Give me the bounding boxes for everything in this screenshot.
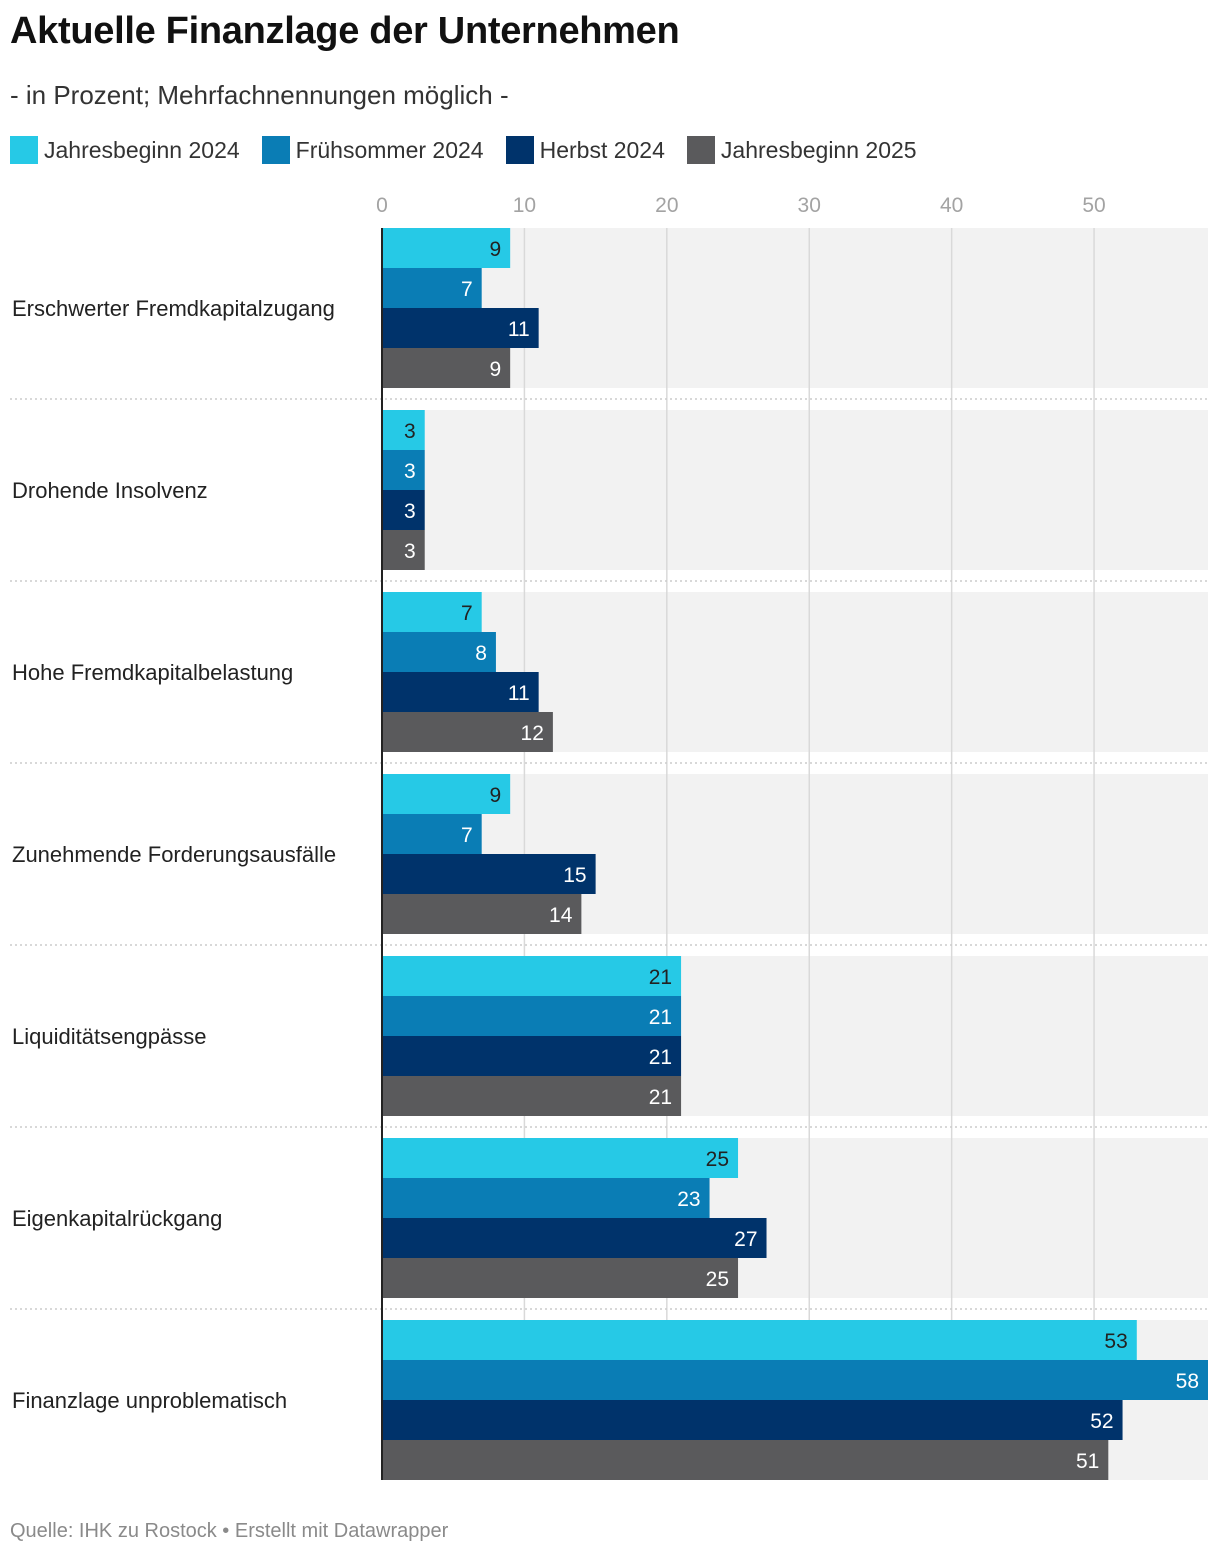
x-tick-label: 50 <box>1082 194 1105 217</box>
bar <box>382 854 596 894</box>
bar <box>382 814 482 854</box>
bar <box>382 1218 767 1258</box>
legend-label: Jahresbeginn 2024 <box>44 136 240 163</box>
legend-item: Jahresbeginn 2024 <box>10 136 240 164</box>
bar <box>382 774 511 814</box>
category-label: Liquiditätsengpässe <box>12 1024 206 1049</box>
bar <box>382 1036 682 1076</box>
x-tick-label: 20 <box>655 194 678 217</box>
x-tick-label: 30 <box>798 194 821 217</box>
legend-label: Herbst 2024 <box>539 136 665 163</box>
legend-item: Frühsommer 2024 <box>261 136 484 164</box>
legend-item: Herbst 2024 <box>505 136 665 164</box>
bar <box>382 956 682 996</box>
category-label: Zunehmende Forderungsausfälle <box>12 842 336 867</box>
chart-subtitle: - in Prozent; Mehrfachnennungen möglich … <box>10 80 509 110</box>
x-tick-label: 40 <box>940 194 963 217</box>
x-tick-label: 10 <box>513 194 536 217</box>
category-label: Eigenkapitalrückgang <box>12 1206 222 1231</box>
legend-swatch <box>686 136 715 164</box>
bar <box>382 996 682 1036</box>
bar <box>382 228 511 268</box>
category-label: Erschwerter Fremdkapitalzugang <box>12 296 335 321</box>
legend-swatch <box>10 136 38 164</box>
bar-value-label: 25 <box>706 1148 729 1171</box>
chart-title: Aktuelle Finanzlage der Unternehmen <box>10 10 680 52</box>
bar-value-label: 23 <box>677 1188 700 1211</box>
bar <box>382 268 482 308</box>
source-note: Quelle: IHK zu Rostock • Erstellt mit Da… <box>10 1520 449 1542</box>
bar-value-label: 11 <box>508 682 530 705</box>
bar-value-label: 21 <box>649 1046 672 1069</box>
bar-value-label: 11 <box>508 318 530 341</box>
legend: Jahresbeginn 2024 Frühsommer 2024 Herbst 2… <box>10 136 939 164</box>
bar <box>382 308 539 348</box>
bar-value-label: 25 <box>706 1268 729 1291</box>
bar-value-label: 7 <box>461 278 473 301</box>
bar <box>382 672 539 712</box>
bar-value-label: 15 <box>563 864 586 887</box>
bar-value-label: 51 <box>1076 1450 1099 1473</box>
legend-label: Frühsommer 2024 <box>295 136 484 163</box>
legend-swatch <box>261 136 290 164</box>
bar <box>382 1320 1137 1360</box>
bar <box>382 1440 1109 1480</box>
legend-label: Jahresbeginn 2025 <box>720 136 917 163</box>
bar-value-label: 52 <box>1090 1410 1113 1433</box>
bar-value-label: 3 <box>404 540 416 563</box>
bar-value-label: 8 <box>475 642 487 665</box>
bar-value-label: 21 <box>649 1006 672 1029</box>
bar-value-label: 9 <box>489 358 501 381</box>
bar <box>382 1138 739 1178</box>
bar-value-label: 9 <box>489 238 501 261</box>
category-label: Finanzlage unproblematisch <box>12 1388 287 1413</box>
bar <box>382 410 425 450</box>
bar <box>382 1076 682 1116</box>
bar <box>382 1258 739 1298</box>
bar <box>382 632 496 672</box>
bar-value-label: 12 <box>521 722 544 745</box>
bar <box>382 592 482 632</box>
bar <box>382 530 425 570</box>
bar-value-label: 21 <box>649 966 672 989</box>
bar <box>382 894 582 934</box>
bar <box>382 1360 1208 1400</box>
bar <box>382 1400 1123 1440</box>
bar-value-label: 27 <box>734 1228 757 1251</box>
bar-value-label: 53 <box>1104 1330 1127 1353</box>
bar-value-label: 7 <box>461 824 473 847</box>
bar-value-label: 7 <box>461 602 473 625</box>
bar <box>382 712 553 752</box>
bar-value-label: 58 <box>1176 1370 1199 1393</box>
bar-value-label: 3 <box>404 500 416 523</box>
bar <box>382 450 425 490</box>
bar <box>382 490 425 530</box>
legend-item: Jahresbeginn 2025 <box>686 136 917 164</box>
category-label: Hohe Fremdkapitalbelastung <box>12 660 293 685</box>
bar-value-label: 3 <box>404 460 416 483</box>
bar-value-label: 9 <box>489 784 501 807</box>
bar <box>382 1178 710 1218</box>
bar-value-label: 21 <box>649 1086 672 1109</box>
bar-value-label: 3 <box>404 420 416 443</box>
x-tick-label: 0 <box>376 194 388 217</box>
category-band <box>382 410 1208 570</box>
bar <box>382 348 511 388</box>
bar-value-label: 14 <box>549 904 573 927</box>
legend-swatch <box>505 136 534 164</box>
category-label: Drohende Insolvenz <box>12 478 208 503</box>
